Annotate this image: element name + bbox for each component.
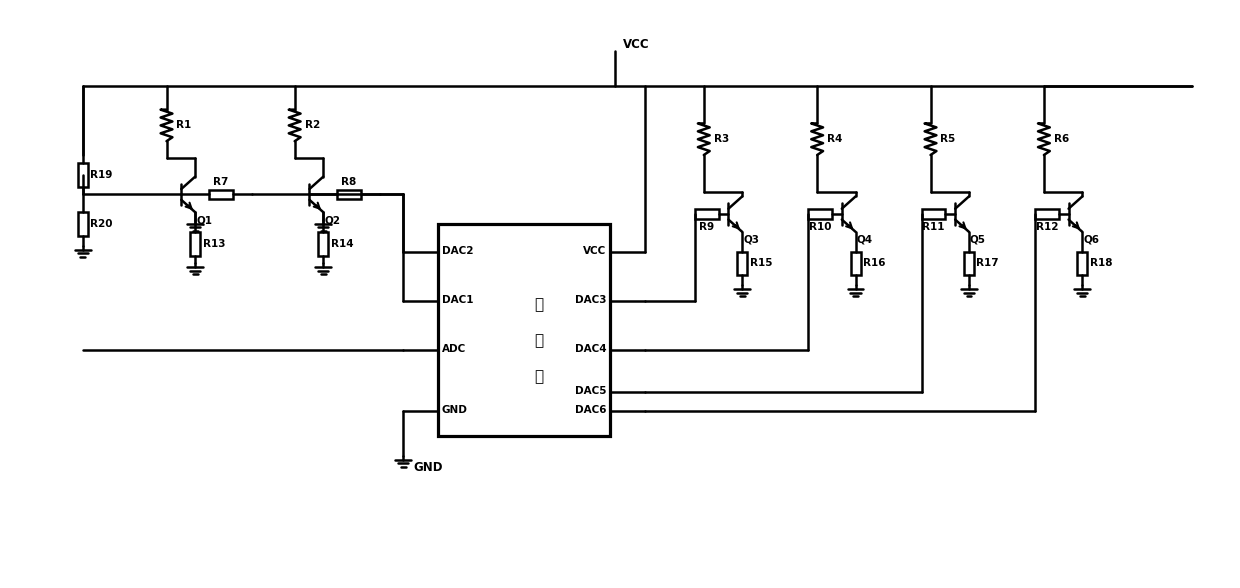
- Text: ADC: ADC: [441, 344, 466, 354]
- Bar: [1078, 252, 1087, 275]
- Text: R20: R20: [91, 219, 113, 229]
- Text: R19: R19: [91, 170, 113, 180]
- Bar: [208, 189, 233, 199]
- Bar: [808, 209, 832, 219]
- Text: R4: R4: [827, 134, 842, 144]
- Text: DAC1: DAC1: [441, 295, 474, 305]
- Text: DAC2: DAC2: [441, 246, 474, 256]
- Bar: [190, 232, 200, 256]
- Text: 片: 片: [534, 333, 543, 348]
- Text: Q2: Q2: [324, 215, 340, 225]
- Text: Q5: Q5: [970, 235, 986, 245]
- Text: R15: R15: [750, 259, 773, 269]
- Text: R5: R5: [940, 134, 956, 144]
- Bar: [921, 209, 945, 219]
- Bar: [319, 232, 329, 256]
- Text: GND: GND: [413, 460, 443, 473]
- Text: R12: R12: [1035, 222, 1058, 232]
- Text: R9: R9: [699, 222, 714, 232]
- Text: R1: R1: [176, 121, 192, 131]
- Text: Q1: Q1: [196, 215, 212, 225]
- Text: R16: R16: [863, 259, 885, 269]
- Text: VCC: VCC: [583, 246, 606, 256]
- Text: R13: R13: [202, 239, 224, 249]
- Text: R17: R17: [976, 259, 999, 269]
- Text: DAC6: DAC6: [574, 405, 606, 415]
- Text: Q6: Q6: [1084, 235, 1100, 245]
- Text: R3: R3: [714, 134, 729, 144]
- Bar: [78, 212, 88, 236]
- Bar: [963, 252, 973, 275]
- Text: Q4: Q4: [857, 235, 873, 245]
- Bar: [78, 163, 88, 186]
- Bar: [438, 224, 610, 436]
- Text: GND: GND: [441, 405, 467, 415]
- Text: R6: R6: [1054, 134, 1069, 144]
- Text: R14: R14: [331, 239, 353, 249]
- Text: R10: R10: [808, 222, 831, 232]
- Text: R7: R7: [213, 176, 228, 186]
- Text: R18: R18: [1090, 259, 1112, 269]
- Bar: [1035, 209, 1059, 219]
- Text: VCC: VCC: [622, 38, 650, 52]
- Bar: [851, 252, 861, 275]
- Text: R2: R2: [305, 121, 320, 131]
- Text: 机: 机: [534, 369, 543, 384]
- Bar: [694, 209, 719, 219]
- Text: DAC5: DAC5: [574, 386, 606, 396]
- Text: DAC3: DAC3: [574, 295, 606, 305]
- Text: Q3: Q3: [743, 235, 759, 245]
- Text: 单: 单: [534, 297, 543, 312]
- Text: R8: R8: [341, 176, 357, 186]
- Text: DAC4: DAC4: [574, 344, 606, 354]
- Text: R11: R11: [923, 222, 945, 232]
- Bar: [337, 189, 361, 199]
- Bar: [738, 252, 748, 275]
